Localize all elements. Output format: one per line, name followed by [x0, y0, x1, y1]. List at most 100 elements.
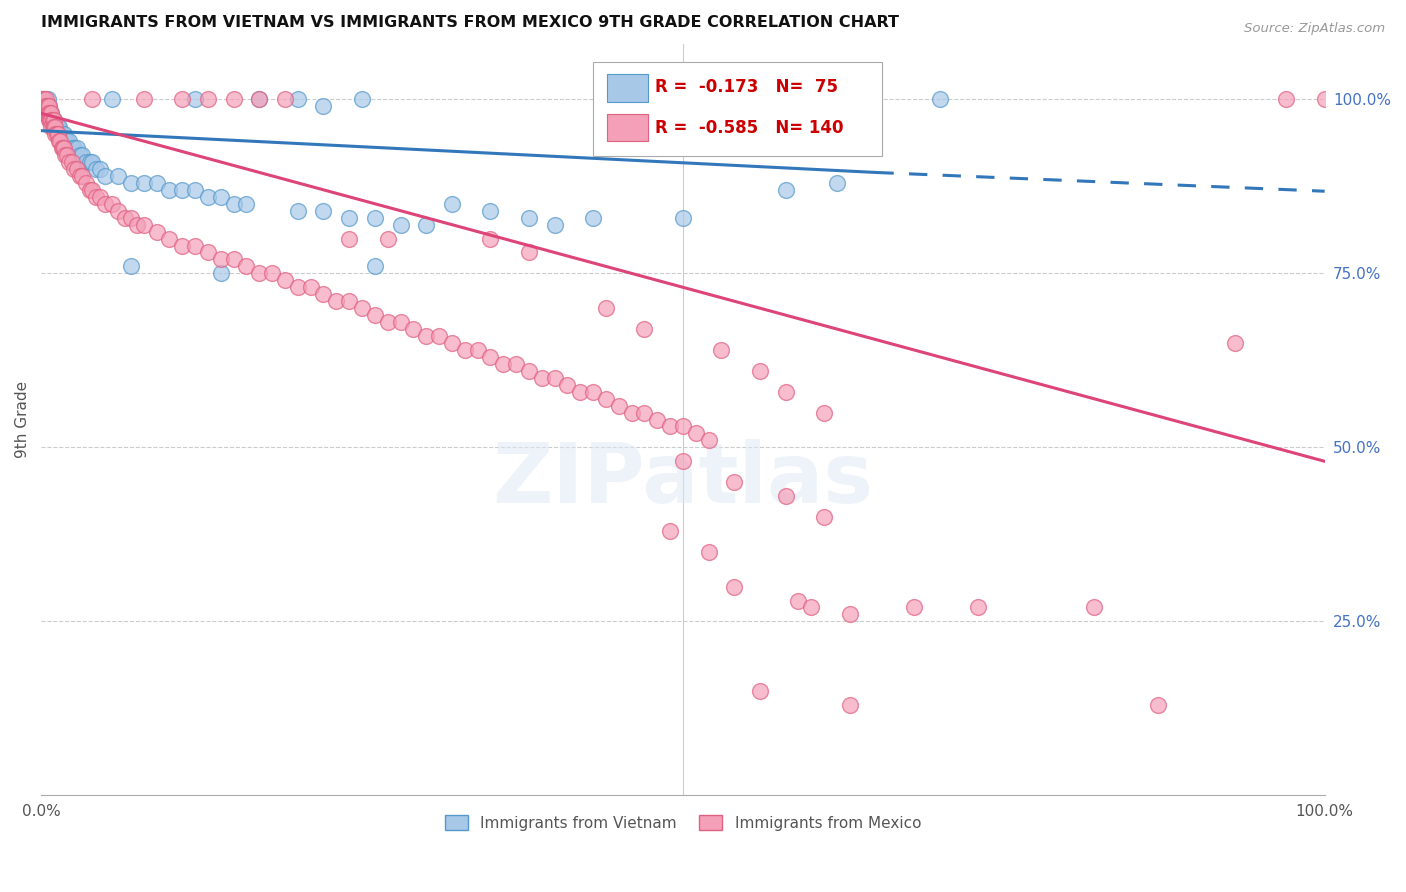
Point: [38, 99, 60, 113]
Point: [41, 106, 63, 120]
Point: [337, 211, 360, 225]
Point: [66, 141, 89, 155]
Point: [299, 280, 322, 294]
Point: [235, 196, 257, 211]
Point: [262, 266, 284, 280]
Point: [41, 113, 63, 128]
Point: [685, 426, 707, 441]
Point: [32, 92, 55, 106]
Point: [389, 218, 412, 232]
Point: [42, 113, 65, 128]
Point: [633, 322, 655, 336]
Point: [723, 475, 745, 490]
Point: [100, 92, 122, 106]
Point: [60, 155, 83, 169]
Point: [415, 218, 437, 232]
Point: [582, 384, 605, 399]
Point: [440, 196, 463, 211]
Point: [120, 260, 142, 274]
Point: [492, 357, 515, 371]
Point: [94, 169, 117, 183]
Point: [63, 141, 86, 155]
Point: [672, 419, 695, 434]
Point: [44, 120, 66, 135]
Point: [100, 196, 122, 211]
Point: [645, 412, 668, 426]
Point: [35, 99, 58, 113]
Point: [32, 99, 55, 113]
Point: [48, 134, 70, 148]
Point: [505, 357, 527, 371]
Point: [377, 231, 399, 245]
Point: [35, 92, 58, 106]
Point: [222, 196, 245, 211]
Point: [75, 155, 97, 169]
Point: [312, 99, 335, 113]
Point: [42, 113, 65, 128]
Point: [82, 155, 104, 169]
Point: [517, 364, 540, 378]
Point: [69, 169, 91, 183]
Point: [44, 120, 66, 135]
Point: [197, 245, 219, 260]
Point: [467, 343, 489, 357]
Point: [479, 350, 502, 364]
Point: [41, 106, 63, 120]
FancyBboxPatch shape: [593, 62, 882, 156]
Point: [582, 211, 605, 225]
Point: [79, 155, 101, 169]
Point: [659, 419, 682, 434]
Point: [402, 322, 425, 336]
Point: [37, 99, 59, 113]
Point: [479, 203, 502, 218]
Point: [813, 406, 835, 420]
Point: [70, 169, 93, 183]
Point: [37, 106, 59, 120]
Point: [41, 113, 63, 128]
Point: [838, 607, 860, 622]
Point: [350, 301, 373, 315]
Point: [517, 245, 540, 260]
Point: [697, 545, 720, 559]
Point: [427, 329, 450, 343]
Point: [197, 190, 219, 204]
Point: [48, 120, 70, 135]
Text: Source: ZipAtlas.com: Source: ZipAtlas.com: [1244, 22, 1385, 36]
Point: [723, 580, 745, 594]
Point: [55, 148, 77, 162]
Point: [79, 183, 101, 197]
Point: [928, 92, 950, 106]
Point: [325, 294, 347, 309]
Point: [58, 134, 80, 148]
Point: [530, 371, 553, 385]
Point: [557, 377, 579, 392]
Point: [51, 141, 73, 155]
Point: [672, 454, 695, 468]
Point: [800, 600, 823, 615]
Point: [132, 176, 155, 190]
Point: [389, 315, 412, 329]
Point: [46, 120, 69, 135]
Point: [364, 211, 387, 225]
Point: [247, 92, 270, 106]
Point: [70, 148, 93, 162]
Y-axis label: 9th Grade: 9th Grade: [15, 381, 30, 458]
Point: [37, 92, 59, 106]
Point: [55, 148, 77, 162]
Point: [364, 260, 387, 274]
Point: [34, 99, 56, 113]
Point: [247, 92, 270, 106]
Point: [114, 211, 136, 225]
Point: [274, 92, 297, 106]
Point: [775, 183, 797, 197]
Point: [337, 231, 360, 245]
Point: [120, 211, 142, 225]
Point: [1083, 600, 1105, 615]
Point: [364, 308, 387, 322]
Point: [479, 231, 502, 245]
Point: [235, 260, 257, 274]
Point: [46, 127, 69, 141]
Point: [209, 266, 232, 280]
Point: [222, 252, 245, 267]
Point: [41, 120, 63, 135]
